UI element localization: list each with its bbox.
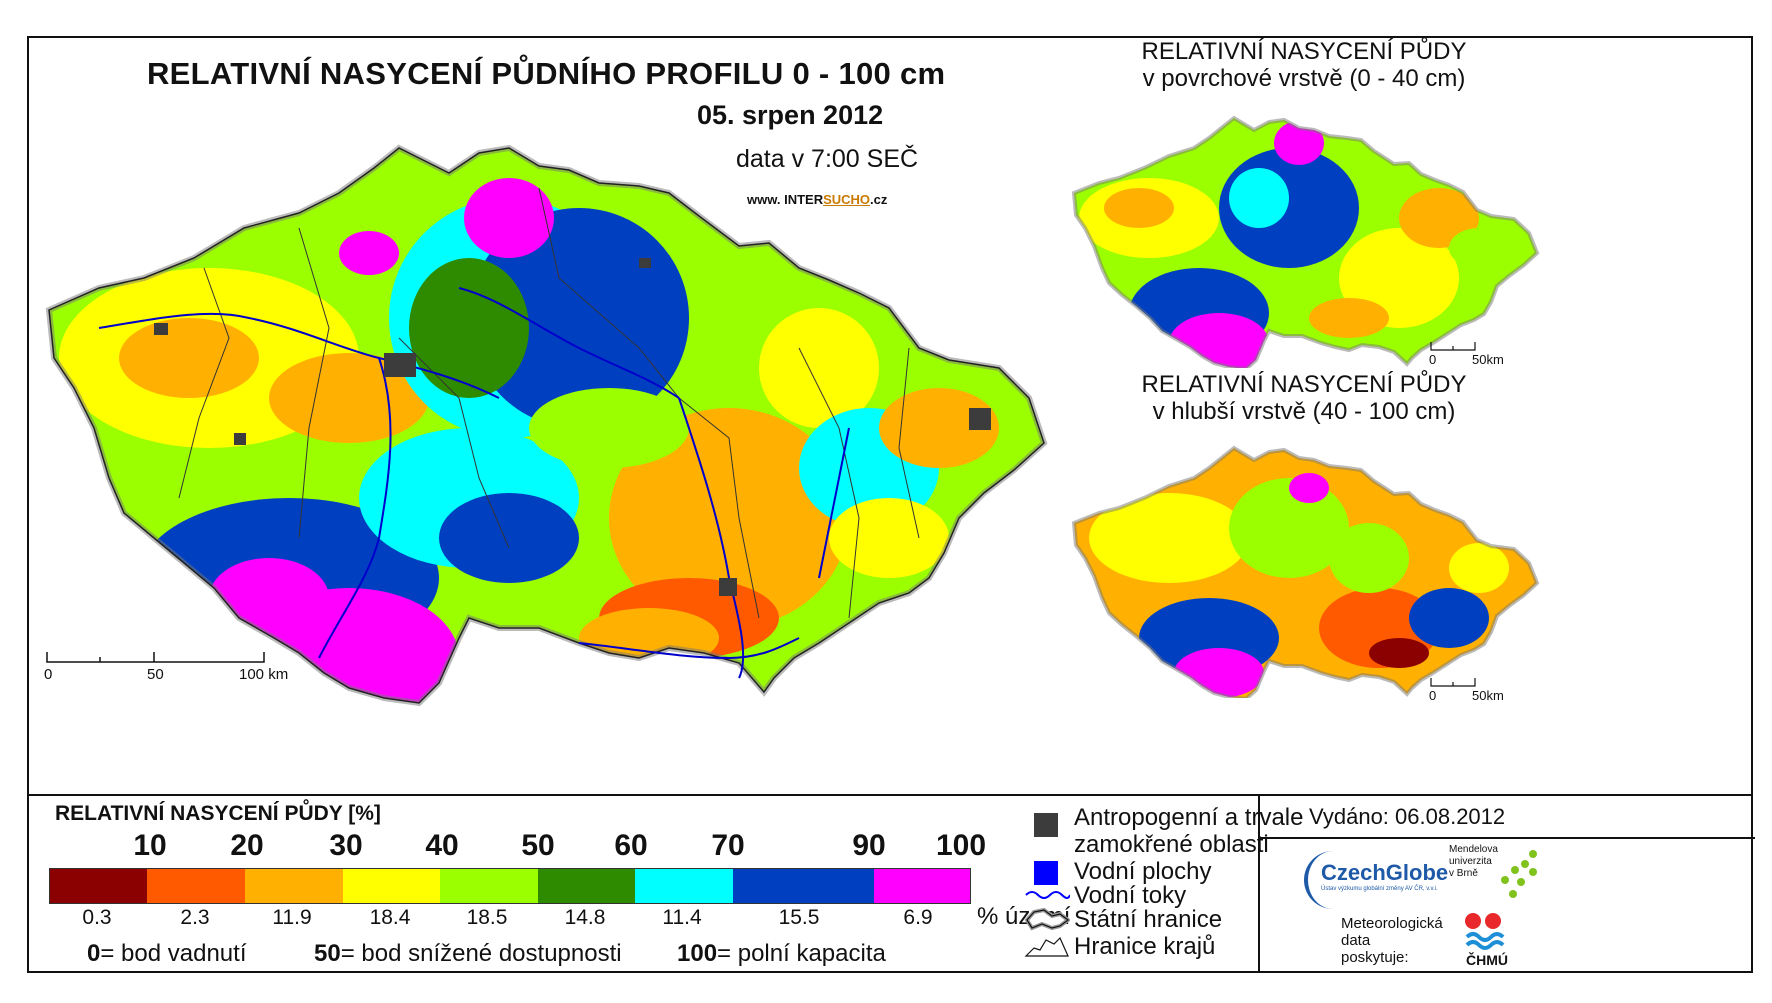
main-scale-bar <box>46 652 265 663</box>
legend-color-bar <box>49 868 971 904</box>
legend-pct-9: 6.9 <box>903 906 933 929</box>
blue-square-icon <box>1034 861 1058 885</box>
main-map <box>45 144 1048 707</box>
inset-top-title-line2: v povrchové vrstvě (0 - 40 cm) <box>1142 65 1466 92</box>
main-scale-50: 50 <box>147 666 164 683</box>
czechglobe-name: CzechGlobe <box>1321 860 1449 885</box>
legend-swatch-5 <box>440 869 538 903</box>
mendel-label: Mendelova univerzita v Brně <box>1449 844 1498 880</box>
legend-tick-60: 60 <box>614 829 648 862</box>
key-anthropogenic-line1: Antropogenní a trvale <box>1074 804 1304 831</box>
legend-swatch-7 <box>635 869 733 903</box>
czechglobe-logo <box>1304 851 1458 909</box>
provider-label: Meteorologická data poskytuje: <box>1341 915 1443 966</box>
key-water-bodies: Vodní plochy <box>1074 858 1212 885</box>
legend-pct-2: 2.3 <box>180 906 210 929</box>
chmu-name: ČHMÚ <box>1466 952 1508 968</box>
mendel-logo-icon <box>1501 850 1537 898</box>
mendel-line2: univerzita <box>1449 856 1492 867</box>
inset-top-map <box>1071 115 1540 368</box>
blue-wave-icon <box>1025 891 1070 899</box>
inset-bottom-title: RELATIVNÍ NASYCENÍ PŮDY v hlubší vrstvě … <box>1089 371 1519 425</box>
legend-tick-90: 90 <box>852 829 886 862</box>
issued-date: Vydáno: 06.08.2012 <box>1309 804 1506 829</box>
legend-swatch-3 <box>245 869 343 903</box>
main-scale-0: 0 <box>44 666 53 683</box>
key-state-border: Státní hranice <box>1074 906 1223 933</box>
legend-swatch-9 <box>874 869 970 903</box>
legend-tick-50: 50 <box>521 829 555 862</box>
key-anthropogenic-line2: zamokřené oblasti <box>1074 831 1269 858</box>
inset-top-scale-0: 0 <box>1429 352 1437 367</box>
website-suffix: .cz <box>870 192 888 207</box>
chmu-logo-icon <box>1465 913 1505 950</box>
inset-top-scale-50: 50km <box>1472 352 1504 367</box>
inset-top-title: RELATIVNÍ NASYCENÍ PŮDY v povrchové vrst… <box>1089 38 1519 92</box>
main-scale-100: 100 km <box>239 666 289 683</box>
legend-swatch-1 <box>50 869 147 903</box>
definition-0: 0= bod vadnutí <box>87 940 246 968</box>
region-border-icon <box>1024 936 1069 957</box>
legend-tick-30: 30 <box>329 829 363 862</box>
inset-top-scale-bar <box>1430 342 1476 351</box>
legend-swatch-8 <box>733 869 874 903</box>
legend-tick-70: 70 <box>711 829 745 862</box>
legend-pct-3: 11.9 <box>272 906 312 929</box>
provider-line2: data <box>1341 932 1371 949</box>
provider-line3: poskytuje: <box>1341 949 1409 966</box>
definition-0-num: 0 <box>87 940 101 967</box>
provider-line1: Meteorologická <box>1341 915 1443 932</box>
date-label: 05. srpen 2012 <box>697 100 884 130</box>
definition-50-num: 50 <box>314 940 341 967</box>
issued-divider <box>1258 837 1755 839</box>
legend-pct-7: 11.4 <box>662 906 702 929</box>
gray-square-icon <box>1034 813 1058 837</box>
legend-pct-5: 18.5 <box>466 906 508 929</box>
legend-tick-40: 40 <box>425 829 459 862</box>
definition-100: 100= polní kapacita <box>677 940 886 968</box>
legend-pct-4: 18.4 <box>369 906 411 929</box>
map-frame: RELATIVNÍ NASYCENÍ PŮDNÍHO PROFILU 0 - 1… <box>27 36 1755 973</box>
definition-50: 50= bod snížené dostupnosti <box>314 940 622 968</box>
main-title: RELATIVNÍ NASYCENÍ PŮDNÍHO PROFILU 0 - 1… <box>147 56 946 91</box>
state-border-icon <box>1024 907 1070 931</box>
key-region-border: Hranice krajů <box>1074 933 1216 960</box>
inset-top-title-line1: RELATIVNÍ NASYCENÍ PŮDY <box>1141 38 1467 65</box>
legend-swatch-6 <box>538 869 635 903</box>
legend-swatch-2 <box>147 869 245 903</box>
legend-swatch-4 <box>343 869 440 903</box>
website-highlight: SUCHO <box>823 192 871 207</box>
inset-bottom-scale-50: 50km <box>1472 688 1504 703</box>
legend-tick-100: 100 <box>935 829 987 862</box>
legend-pct-6: 14.8 <box>564 906 606 929</box>
definition-0-text: = bod vadnutí <box>100 940 247 967</box>
legend-divider <box>29 794 1751 796</box>
inset-bottom-title-line1: RELATIVNÍ NASYCENÍ PŮDY <box>1141 371 1467 398</box>
time-label: data v 7:00 SEČ <box>736 145 919 173</box>
definition-100-num: 100 <box>677 940 718 967</box>
website-label: www. INTERSUCHO.cz <box>747 192 887 207</box>
mendel-line1: Mendelova <box>1449 844 1498 855</box>
mendel-line3: v Brně <box>1449 868 1478 879</box>
legend-pct-1: 0.3 <box>82 906 112 929</box>
credits-divider <box>1258 794 1260 973</box>
legend-tick-10: 10 <box>133 829 167 862</box>
czechglobe-sub: Ústav výzkumu globální změny AV ČR, v.v.… <box>1321 886 1438 892</box>
legend-title: RELATIVNÍ NASYCENÍ PŮDY [%] <box>55 802 381 825</box>
legend-tick-20: 20 <box>230 829 264 862</box>
key-anthropogenic: Antropogenní a trvale zamokřené oblasti <box>1074 804 1304 858</box>
legend-pct-8: 15.5 <box>778 906 820 929</box>
definition-100-text: = polní kapacita <box>717 940 886 967</box>
inset-bottom-map <box>1071 445 1540 698</box>
definition-50-text: = bod snížené dostupnosti <box>340 940 622 967</box>
key-water-streams: Vodní toky <box>1074 882 1187 909</box>
inset-bottom-title-line2: v hlubší vrstvě (40 - 100 cm) <box>1152 398 1456 425</box>
inset-bottom-scale-bar <box>1430 678 1476 687</box>
inset-bottom-scale-0: 0 <box>1429 688 1437 703</box>
website-prefix: www. INTER <box>747 192 824 207</box>
